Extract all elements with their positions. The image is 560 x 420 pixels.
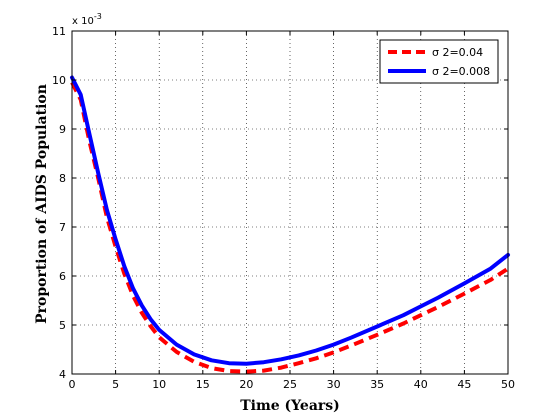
series-line-1 bbox=[70, 75, 510, 366]
x-tick-label: 40 bbox=[414, 378, 428, 391]
y-tick-label: 6 bbox=[59, 270, 66, 283]
x-tick-label: 45 bbox=[457, 378, 471, 391]
grid-lines bbox=[72, 31, 508, 374]
y-multiplier-base: x 10 bbox=[72, 16, 94, 27]
y-multiplier-exponent: -3 bbox=[94, 12, 102, 21]
y-tick-label: 11 bbox=[52, 25, 66, 38]
y-tick-label: 8 bbox=[59, 172, 66, 185]
legend-box bbox=[379, 39, 499, 84]
y-axis-label: Proportion of AIDS Population bbox=[34, 84, 50, 324]
x-tick-label: 30 bbox=[327, 378, 341, 391]
series-layer bbox=[70, 75, 510, 374]
x-tick-label: 15 bbox=[196, 378, 210, 391]
x-tick-label: 25 bbox=[283, 378, 297, 391]
y-tick-label: 7 bbox=[59, 221, 66, 234]
y-tick-label: 9 bbox=[59, 123, 66, 136]
legend-label-series-1: σ 2=0.008 bbox=[432, 65, 490, 78]
legend-label-series-0: σ 2=0.04 bbox=[432, 46, 483, 59]
x-tick-label: 50 bbox=[501, 378, 515, 391]
axis-ticks bbox=[71, 30, 509, 375]
y-tick-label: 5 bbox=[59, 319, 66, 332]
x-tick-label: 0 bbox=[69, 378, 76, 391]
x-tick-label: 20 bbox=[239, 378, 253, 391]
x-tick-label: 35 bbox=[370, 378, 384, 391]
series-line-0 bbox=[70, 81, 510, 374]
x-axis-label: Time (Years) bbox=[240, 398, 340, 414]
x-tick-labels: 0 5 10 15 20 25 30 35 40 45 50 bbox=[69, 378, 516, 391]
x-tick-label: 5 bbox=[112, 378, 119, 391]
y-tick-label: 10 bbox=[52, 74, 66, 87]
y-tick-labels: 4 5 6 7 8 9 10 11 bbox=[52, 25, 66, 381]
y-tick-label: 4 bbox=[59, 368, 66, 381]
x-tick-label: 10 bbox=[152, 378, 166, 391]
legend: σ 2=0.04 σ 2=0.008 bbox=[379, 39, 499, 84]
y-multiplier: x 10-3 bbox=[72, 12, 102, 27]
